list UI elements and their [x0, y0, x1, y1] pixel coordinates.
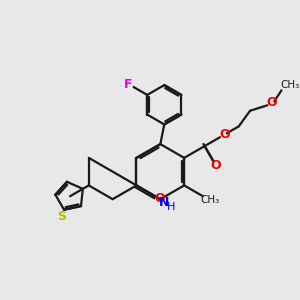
Text: O: O — [219, 128, 230, 141]
Text: CH₃: CH₃ — [200, 195, 219, 205]
Text: O: O — [154, 192, 165, 205]
Text: N: N — [159, 196, 169, 208]
Text: H: H — [167, 202, 175, 212]
Text: S: S — [57, 209, 66, 223]
Text: O: O — [266, 96, 277, 109]
Text: O: O — [211, 159, 221, 172]
Text: F: F — [124, 78, 133, 91]
Text: CH₃: CH₃ — [280, 80, 300, 90]
